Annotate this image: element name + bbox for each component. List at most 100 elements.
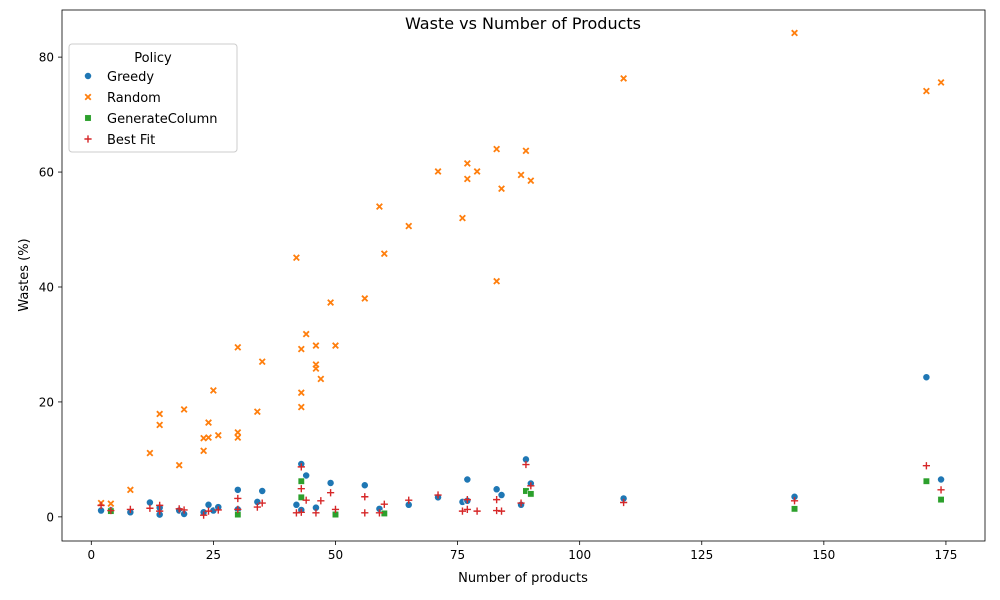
best-fit-point [302,496,310,504]
y-tick-label: 80 [39,51,54,65]
generatecolumn-point [297,477,305,485]
data-points [97,29,945,519]
random-point [156,421,164,429]
best-fit-point [790,497,799,505]
best-fit-point [380,500,388,508]
best-fit-point [214,506,222,514]
random-point [312,365,320,373]
best-fit-point [922,462,930,470]
legend-frame [68,43,238,153]
best-fit-point [204,507,213,515]
generatecolumn-point [922,477,930,485]
greedy-point [492,485,501,494]
random-point [791,29,798,37]
best-fit-point [522,460,530,469]
legend-label-generatecolumn: GenerateColumn [107,112,218,127]
best-fit-point [361,493,369,501]
greedy-point [292,500,301,509]
y-axis-label: Wastes (%) [17,238,32,311]
best-fit-point [97,501,105,509]
random-point [375,203,383,210]
random-point [463,175,471,183]
legend-marker-greedy [84,72,92,80]
x-tick-label: 125 [690,548,713,562]
legend-label-best-fit: Best Fit [107,133,155,148]
random-point [234,434,242,441]
best-fit-point [331,505,340,513]
x-tick-label: 0 [87,548,95,562]
random-point [214,431,222,439]
random-point [175,461,183,469]
best-fit-point [326,489,335,497]
legend-marker-random [84,93,92,101]
legend: Policy Greedy Random GenerateColumn Best Fi… [68,43,238,153]
chart-title: Waste vs Number of Products [405,14,641,33]
random-point [922,87,930,95]
random-point [297,389,305,397]
legend-label-greedy: Greedy [107,70,154,85]
best-fit-point [234,505,242,513]
random-point [517,171,525,179]
random-point [253,408,261,416]
greedy-point [497,491,506,499]
random-point [302,330,310,338]
legend-item-generatecolumn: GenerateColumn [84,112,218,127]
x-tick-label: 75 [450,548,465,562]
x-tick-label: 100 [568,548,591,562]
best-fit-point [463,505,471,513]
x-tick-label: 50 [328,548,343,562]
best-fit-point [253,503,261,511]
y-tick-label: 40 [39,280,54,294]
random-point [937,78,945,86]
random-point [258,358,266,366]
random-point [146,449,154,457]
random-point [156,410,164,418]
best-fit-point [463,496,471,504]
random-point [434,168,442,175]
best-fit-point [458,507,467,515]
y-tick-label: 20 [39,395,54,409]
random-point [205,434,212,441]
x-tick-label: 25 [206,548,221,562]
best-fit-point [156,507,164,515]
legend-item-best-fit: Best Fit [84,133,155,148]
random-point [234,428,242,436]
generatecolumn-point [791,505,798,513]
best-fit-point [258,499,266,507]
legend-item-random: Random [84,91,161,106]
random-point [527,177,535,185]
best-fit-point [434,491,442,499]
random-point [297,345,305,353]
greedy-point [233,485,242,494]
greedy-point [937,475,945,484]
best-fit-point [312,509,320,517]
best-fit-point [146,504,154,512]
legend-marker-generatecolumn [84,114,92,122]
random-point [292,254,300,262]
random-point [473,168,481,175]
best-fit-point [527,482,535,490]
generatecolumn-point [527,490,535,498]
axis-ticks: 0 25 50 75 100 125 150 175 0 20 40 60 80 [39,51,958,562]
best-fit-point [405,496,413,504]
random-point [234,343,242,351]
best-fit-point [361,509,369,517]
best-fit-point [375,509,384,517]
best-fit-point [620,498,628,507]
y-tick-label: 0 [46,510,54,524]
greedy-point [326,479,335,487]
random-point [332,342,339,350]
plot-frame [61,9,986,542]
random-point [327,299,335,306]
x-tick-label: 150 [812,548,835,562]
random-point [522,147,530,155]
random-point [493,277,501,285]
random-point [205,419,212,427]
random-point [126,486,134,494]
random-point [459,214,466,222]
legend-title: Policy [134,51,172,66]
random-point [380,250,388,258]
best-fit-point [107,506,115,515]
random-point [405,222,413,230]
